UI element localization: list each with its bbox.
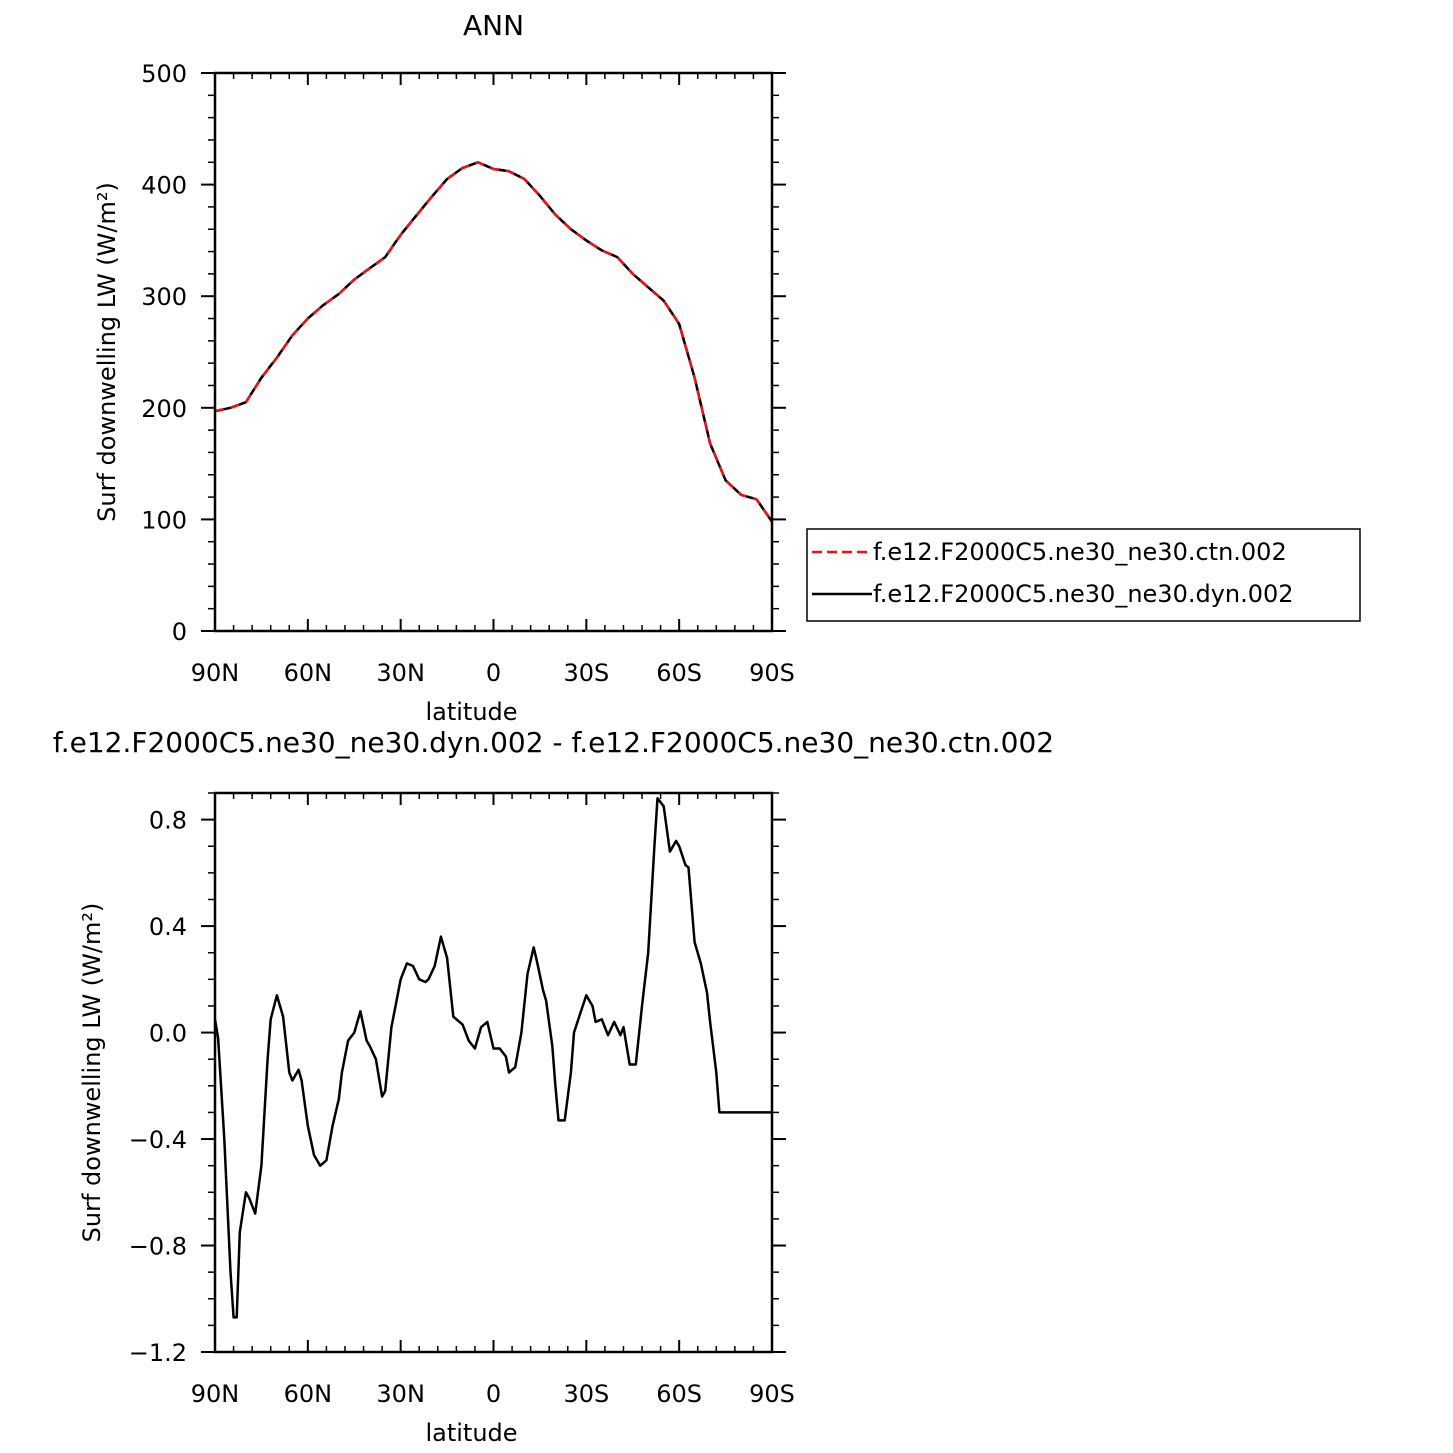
- x-tick-label: 60N: [284, 1380, 333, 1408]
- x-tick-label: 60S: [656, 659, 702, 687]
- x-tick-label: 0: [486, 659, 501, 687]
- y-tick-label: −1.2: [129, 1339, 187, 1367]
- y-tick-label: 200: [141, 395, 187, 423]
- legend-entry-1: f.e12.F2000C5.ne30_ne30.dyn.002: [873, 580, 1294, 608]
- top-panel: ANN 90N 60N 30N 0 30S 60S 90S 0 100 200 300 400 500 la…: [93, 9, 1361, 726]
- legend: f.e12.F2000C5.ne30_ne30.ctn.002 f.e12.F20…: [806, 528, 1361, 622]
- y-tick-label: 400: [141, 172, 187, 200]
- y-tick-label: −0.4: [129, 1126, 187, 1154]
- y-tick-label: 300: [141, 283, 187, 311]
- x-axis-title: latitude: [425, 1419, 517, 1447]
- y-tick-label: −0.8: [129, 1233, 187, 1261]
- y-tick-label: 500: [141, 60, 187, 88]
- x-tick-label: 90N: [191, 659, 240, 687]
- x-tick-label: 30S: [563, 1380, 609, 1408]
- x-tick-label: 0: [486, 1380, 501, 1408]
- x-tick-label: 30S: [563, 659, 609, 687]
- series-line-0: [215, 161, 772, 523]
- x-tick-label: 30N: [376, 1380, 425, 1408]
- x-axis-title: latitude: [425, 698, 517, 726]
- y-axis-title: Surf downwelling LW (W/m²): [93, 182, 121, 522]
- y-tick-label: 0.4: [149, 913, 187, 941]
- x-tick-label: 90N: [191, 1380, 240, 1408]
- plot-title: f.e12.F2000C5.ne30_ne30.dyn.002 - f.e12.…: [53, 726, 1054, 759]
- y-tick-label: 0: [172, 618, 187, 646]
- series-line-0: [215, 797, 772, 1319]
- x-tick-label: 90S: [749, 659, 795, 687]
- plot-frame: [213, 71, 774, 633]
- x-tick-label: 60N: [284, 659, 333, 687]
- series-group: [215, 797, 772, 1319]
- legend-entry-0: f.e12.F2000C5.ne30_ne30.ctn.002: [873, 538, 1287, 566]
- x-tick-label: 30N: [376, 659, 425, 687]
- x-tick-label: 90S: [749, 1380, 795, 1408]
- y-axis-title: Surf downwelling LW (W/m²): [78, 903, 106, 1243]
- plot-title: ANN: [463, 9, 524, 42]
- series-group: [215, 161, 772, 523]
- series-line-1: [215, 161, 772, 523]
- y-tick-label: 0.0: [149, 1020, 187, 1048]
- series-line-0-overlay: [215, 161, 772, 523]
- y-tick-label: 0.8: [149, 807, 187, 835]
- plot-frame: [213, 791, 774, 1354]
- y-tick-label: 100: [141, 506, 187, 534]
- x-tick-label: 60S: [656, 1380, 702, 1408]
- bottom-panel: f.e12.F2000C5.ne30_ne30.dyn.002 - f.e12.…: [53, 726, 1054, 1447]
- legend-box: [806, 528, 1361, 622]
